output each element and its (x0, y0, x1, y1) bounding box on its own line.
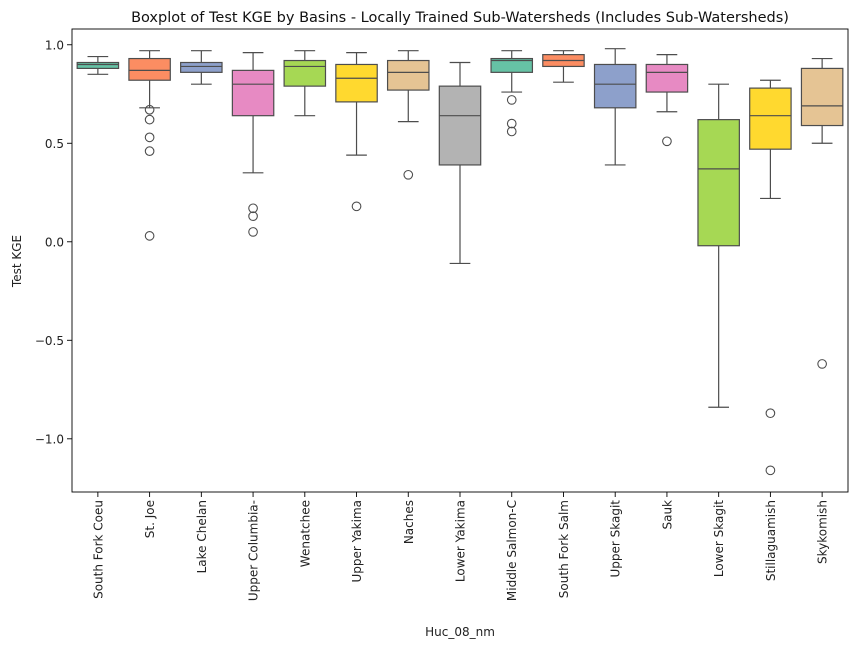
outlier-point (662, 136, 672, 147)
iqr-box (180, 61, 223, 73)
x-tick-label: South Fork Coeu (91, 500, 105, 599)
outlier-point (817, 359, 827, 369)
x-axis-label: Huc_08_nm (425, 625, 495, 639)
box-group-4 (283, 50, 327, 117)
chart-title: Boxplot of Test KGE by Basins - Locally … (131, 10, 789, 26)
iqr-box (128, 57, 171, 81)
y-axis: 1.0 0.5 0.0 −0.5 −1.0 (35, 38, 72, 446)
box-group-0 (76, 55, 120, 75)
box-group-14 (800, 57, 844, 369)
y-tick-label: 0.5 (45, 137, 64, 151)
y-axis-label: Test KGE (10, 235, 24, 288)
x-tick-label: Upper Yakima (350, 500, 364, 583)
x-tick-label: Sauk (660, 500, 674, 530)
outlier-point (506, 95, 517, 105)
outlier-point (144, 104, 155, 115)
box-group-7 (438, 61, 482, 265)
x-tick-label: South Fork Salm (557, 500, 571, 598)
box-group-5 (335, 52, 378, 212)
outlier-point (403, 169, 414, 180)
y-tick-label: 0.0 (45, 235, 64, 249)
x-tick-label: Skykomish (816, 500, 830, 564)
box-group-13 (749, 79, 792, 476)
iqr-box (335, 63, 378, 103)
outlier-point (506, 118, 517, 129)
y-tick-label: −1.0 (35, 432, 64, 446)
iqr-box (697, 119, 740, 247)
outlier-point (248, 211, 258, 222)
outlier-point (765, 408, 776, 419)
x-tick-label: Wenatchee (298, 500, 312, 567)
outlier-point (144, 114, 155, 125)
box-group-11 (645, 54, 689, 147)
iqr-box (645, 63, 689, 93)
box-group-10 (593, 48, 637, 166)
x-tick-label: Stillaguamish (764, 500, 778, 581)
outlier-point (248, 203, 258, 214)
x-tick-label: Naches (402, 500, 416, 544)
iqr-box (593, 63, 637, 109)
iqr-box (386, 59, 430, 91)
iqr-box (800, 67, 844, 127)
x-axis: South Fork Coeu St. Joe Lake Chelan Upper C… (91, 492, 830, 601)
iqr-box (749, 87, 792, 150)
iqr-box (76, 61, 120, 70)
y-tick-label: −0.5 (35, 334, 64, 348)
plot-area (76, 48, 844, 476)
outlier-point (144, 132, 155, 143)
x-tick-label: St. Joe (143, 500, 157, 538)
box-group-2 (180, 50, 223, 85)
x-tick-label: Lower Yakima (454, 500, 468, 582)
outlier-point (144, 146, 155, 157)
box-group-3 (231, 52, 275, 237)
iqr-box (490, 57, 534, 73)
box-group-8 (490, 50, 534, 137)
outlier-point (144, 231, 155, 241)
iqr-box (283, 59, 327, 87)
iqr-box (231, 69, 275, 117)
y-tick-label: 1.0 (45, 38, 64, 52)
box-group-6 (386, 50, 430, 180)
box-group-9 (542, 50, 585, 83)
x-tick-label: Lake Chelan (195, 500, 209, 573)
outlier-point (248, 227, 258, 237)
outlier-point (765, 465, 776, 476)
box-group-1 (128, 50, 171, 241)
x-tick-label: Upper Columbia- (247, 500, 261, 601)
x-tick-label: Lower Skagit (712, 500, 726, 577)
box-group-12 (697, 83, 740, 408)
x-tick-label: Middle Salmon-C (505, 500, 519, 601)
outlier-point (351, 201, 362, 212)
x-tick-label: Upper Skagit (609, 500, 623, 578)
iqr-box (438, 85, 482, 166)
outlier-point (506, 126, 517, 137)
